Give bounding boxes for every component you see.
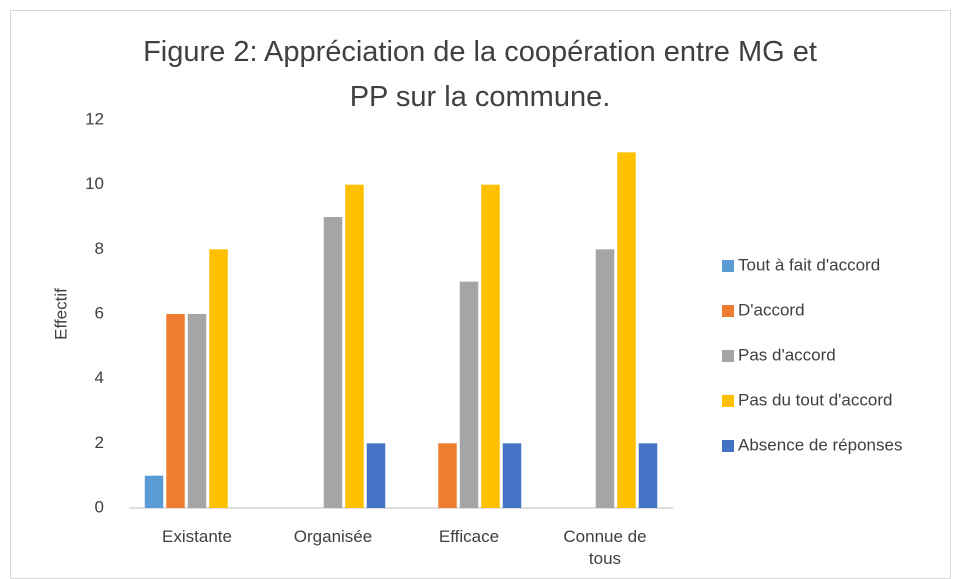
bar [438,443,457,508]
bar [345,184,364,508]
bar [323,217,343,508]
y-tick-label: 10 [85,174,104,193]
bar [638,443,658,508]
bar [166,314,185,508]
bar [209,249,228,509]
bar [366,443,386,508]
legend-swatch [722,260,734,272]
y-tick-label: 12 [85,109,104,128]
bar [459,281,479,508]
legend-swatch [722,305,734,317]
x-tick-label: Existante [162,527,232,546]
y-axis-label: Effectif [51,288,70,340]
y-tick-label: 6 [95,303,104,322]
bar [617,152,636,509]
bar [502,443,522,508]
legend-label: Pas d'accord [738,345,836,364]
bar [595,249,615,509]
x-tick-label: Organisée [293,527,373,546]
legend-label: D'accord [738,300,805,319]
bar [187,314,207,508]
legend-label: Absence de réponses [738,435,902,454]
legend-swatch [722,350,734,362]
y-tick-label: 0 [95,497,104,516]
x-tick-label: Connue de tous [563,527,647,568]
x-tick-label: Efficace [438,527,500,546]
bar [144,475,164,508]
legend-label: Pas du tout d'accord [738,390,892,409]
chart-title: Figure 2: Appréciation de la coopération… [143,36,817,113]
bar [481,184,500,508]
y-tick-label: 2 [95,433,104,452]
legend-label: Tout à fait d'accord [738,255,880,274]
y-tick-label: 8 [95,239,104,258]
y-tick-label: 4 [95,368,104,387]
legend-swatch [722,440,734,452]
legend-swatch [722,395,734,407]
